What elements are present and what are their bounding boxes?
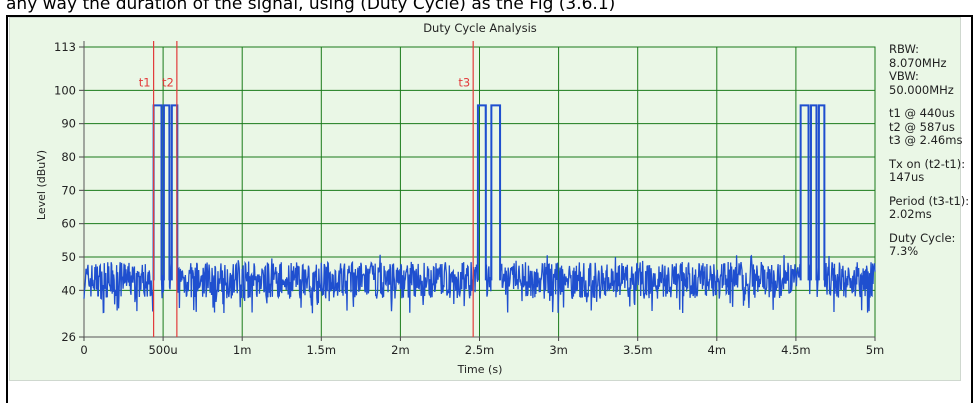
y-tick-label: 70 — [61, 183, 76, 197]
duty-cycle-value: 7.3% — [889, 244, 919, 258]
x-tick-label: 1m — [233, 343, 252, 357]
x-tick-label: 4.5m — [781, 343, 811, 357]
tick-layer: 0 500u 1m 1.5m 2m 2.5m 3m 3.5m 4m 4.5m 5m 26 40 50 60 7… — [54, 40, 884, 357]
y-tick-label: 90 — [61, 117, 76, 131]
burst-pulse — [809, 104, 818, 281]
y-axis-label: Level (dBuV) — [35, 150, 48, 220]
burst-pulse — [799, 104, 810, 281]
t2-readout: t2 @ 587us — [889, 119, 955, 134]
period-label: Period (t3-t1): — [889, 193, 970, 208]
y-tick-label: 113 — [54, 40, 76, 54]
t1-readout: t1 @ 440us — [889, 106, 955, 120]
x-tick-label: 4m — [708, 343, 727, 357]
duty-cycle-label: Duty Cycle: — [889, 230, 956, 245]
marker-layer: t1 t2 t3 — [139, 41, 474, 337]
marker-label-t2: t2 — [162, 75, 174, 89]
chart-title: Duty Cycle Analysis — [423, 21, 537, 35]
caption-text: any way the duration of the signal, usin… — [6, 0, 616, 14]
x-tick-label: 1.5m — [307, 343, 337, 357]
y-tick-label: 80 — [61, 150, 76, 164]
txon-value: 147us — [889, 170, 925, 184]
x-tick-label: 2m — [391, 343, 410, 357]
y-tick-label: 100 — [54, 83, 76, 97]
x-tick-label: 3m — [549, 343, 568, 357]
txon-label: Tx on (t2-t1): — [889, 156, 966, 171]
x-tick-label: 500u — [148, 343, 177, 357]
y-tick-label: 40 — [61, 283, 76, 297]
x-tick-label: 3.5m — [623, 343, 653, 357]
vbw-label: VBW: — [889, 69, 919, 83]
x-tick-label: 5m — [866, 343, 885, 357]
rbw-label: RBW: — [889, 42, 920, 56]
y-tick-label: 26 — [61, 330, 76, 344]
burst-pulse — [490, 104, 502, 281]
x-tick-label: 0 — [80, 343, 87, 357]
rbw-value: 8.070MHz — [889, 55, 947, 70]
burst-pulse — [476, 104, 487, 281]
measurement-panel: RBW: 8.070MHz VBW: 50.000MHz t1 @ 440us … — [889, 42, 973, 259]
burst-pulse — [162, 104, 171, 281]
y-tick-label: 60 — [61, 217, 76, 231]
trace-layer — [83, 104, 876, 314]
y-tick-label: 50 — [61, 250, 76, 264]
vbw-value: 50.000MHz — [889, 82, 954, 97]
period-value: 2.02ms — [889, 207, 932, 221]
x-axis-label: Time (s) — [457, 363, 503, 376]
x-tick-label: 2.5m — [465, 343, 495, 357]
burst-pulse — [817, 104, 826, 281]
marker-label-t3: t3 — [458, 75, 470, 89]
marker-label-t1: t1 — [139, 75, 151, 89]
t3-readout: t3 @ 2.46ms — [889, 133, 963, 147]
burst-pulse — [152, 104, 163, 281]
